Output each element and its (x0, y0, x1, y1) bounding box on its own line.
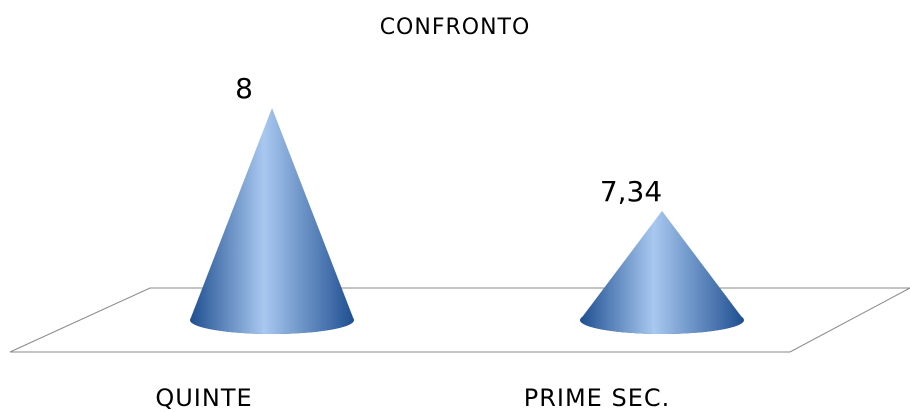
data-labels: 87,34 (235, 72, 662, 208)
cone-body (190, 108, 354, 334)
chart-cones (190, 108, 744, 334)
data-label: 8 (235, 72, 253, 105)
cone-prime-sec (580, 210, 744, 334)
cone-quinte (190, 108, 354, 334)
chart-title: CONFRONTO (380, 15, 531, 40)
chart-floor (9, 287, 910, 353)
data-label: 7,34 (600, 175, 662, 208)
cone-body (580, 210, 744, 334)
category-label: PRIME SEC. (524, 384, 671, 412)
category-labels: QUINTE PRIME SEC. (155, 384, 671, 412)
category-label: QUINTE (155, 384, 252, 412)
